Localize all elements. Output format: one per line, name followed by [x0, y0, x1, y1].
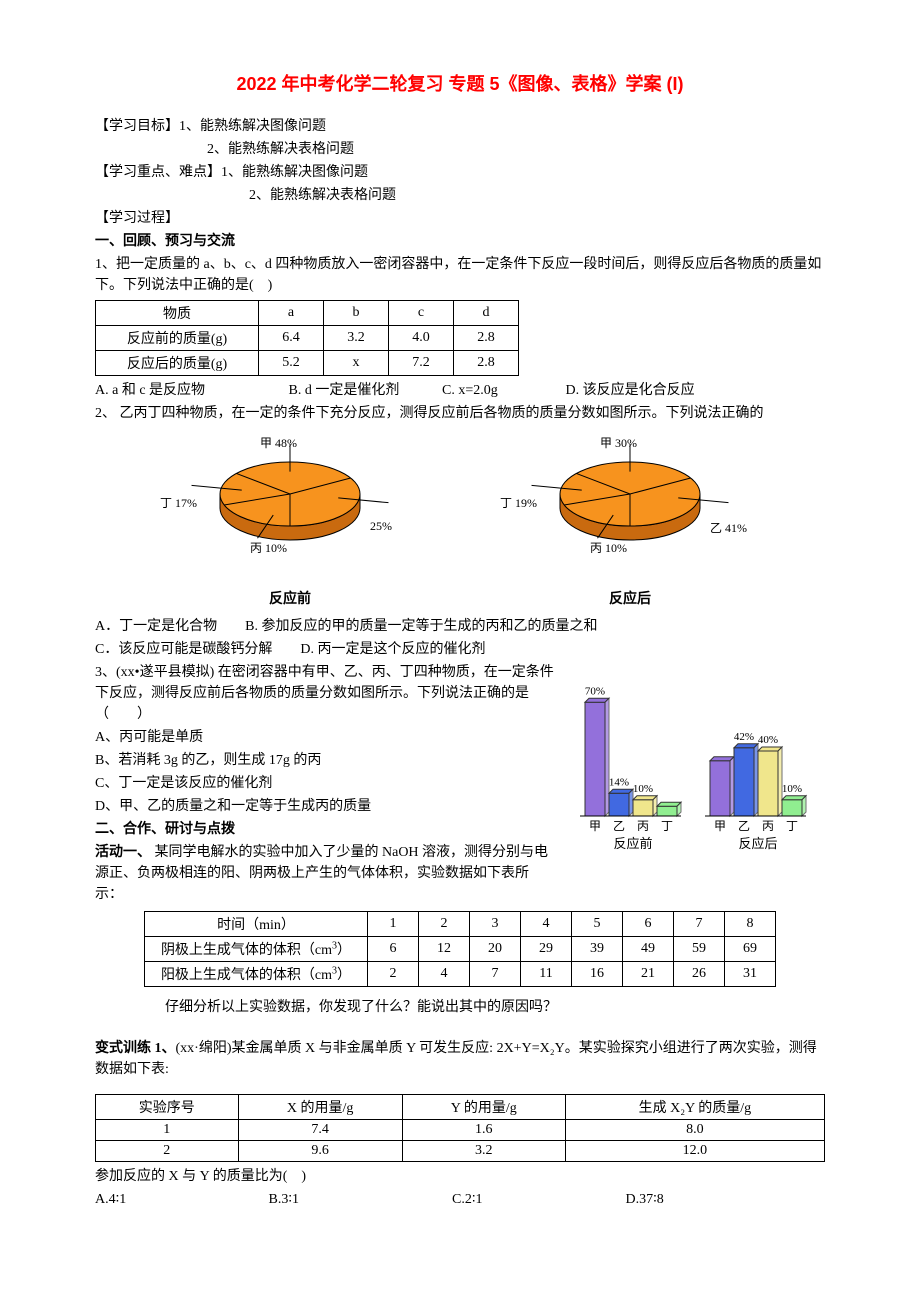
q1-opt-d: D. 该反应是化合反应	[566, 380, 695, 401]
v1-opt-d: D.37∶8	[626, 1189, 664, 1210]
svg-text:丙: 丙	[762, 819, 774, 833]
activity1-heading: 活动一、	[95, 845, 151, 860]
goals-line2: 2、能熟练解决表格问题	[95, 139, 825, 160]
pie-after-caption: 反应后	[500, 588, 760, 608]
q2-opt-c: C．该反应可能是碳酸钙分解 D. 丙一定是这个反应的催化剂	[95, 639, 825, 660]
svg-text:乙: 乙	[738, 819, 750, 833]
pie-label: 25%	[370, 519, 392, 534]
svg-text:10%: 10%	[782, 783, 802, 795]
svg-text:甲: 甲	[589, 819, 601, 833]
svg-text:10%: 10%	[633, 783, 653, 795]
goals-heading: 【学习目标】1、能熟练解决图像问题	[95, 116, 825, 137]
pie-charts-row: 甲 48% 25% 丙 10% 丁 17% 反应前 甲 30% 乙 41% 丙 10% 丁 …	[95, 434, 825, 608]
q1-options: A. a 和 c 是反应物 B. d 一定是催化剂 C. x=2.0g D. 该…	[95, 380, 825, 401]
pie-label: 甲 30%	[600, 434, 637, 451]
pie-label: 丁 17%	[160, 494, 197, 511]
activity1-text: 某同学电解水的实验中加入了少量的 NaOH 溶液，测得分别与电源正、负两极相连的…	[95, 845, 548, 902]
variant1-options: A.4∶1 B.3∶1 C.2∶1 D.37∶8	[95, 1189, 825, 1210]
q1-opt-c: C. x=2.0g	[442, 380, 562, 401]
variant1-table: 实验序号X 的用量/gY 的用量/g生成 X₂Y 的质量/g17.41.68.0…	[95, 1094, 825, 1162]
focus-heading: 【学习重点、难点】1、能熟练解决图像问题	[95, 162, 825, 183]
q1-opt-a: A. a 和 c 是反应物	[95, 380, 285, 401]
pie-after-container: 甲 30% 乙 41% 丙 10% 丁 19% 反应后	[500, 434, 760, 608]
pie-label: 丙 10%	[250, 539, 287, 556]
svg-text:丁: 丁	[786, 819, 798, 833]
q1-table: 物质abcd反应前的质量(g)6.43.24.02.8反应后的质量(g)5.2x…	[95, 300, 519, 376]
pie-label: 乙 41%	[710, 519, 747, 536]
svg-text:40%: 40%	[758, 734, 778, 746]
variant1-text: (xx·绵阳)某金属单质 X 与非金属单质 Y 可发生反应: 2X+Y=X₂Y。…	[95, 1041, 817, 1077]
document-page: 2022 年中考化学二轮复习 专题 5《图像、表格》学案 (I) 【学习目标】1…	[0, 0, 920, 1252]
q2-opt-a: A．丁一定是化合物 B. 参加反应的甲的质量一定等于生成的丙和乙的质量之和	[95, 616, 825, 637]
variant1: 变式训练 1、(xx·绵阳)某金属单质 X 与非金属单质 Y 可发生反应: 2X…	[95, 1038, 825, 1080]
v1-opt-a: A.4∶1	[95, 1189, 265, 1210]
svg-text:42%: 42%	[734, 731, 754, 743]
svg-text:14%: 14%	[609, 776, 629, 788]
q2-text: 2、 乙丙丁四种物质，在一定的条件下充分反应，测得反应前后各物质的质量分数如图所…	[95, 403, 825, 424]
section1-heading: 一、回顾、预习与交流	[95, 231, 825, 252]
svg-text:乙: 乙	[613, 819, 625, 833]
v1-opt-c: C.2∶1	[452, 1189, 622, 1210]
pie-label: 丙 10%	[590, 539, 627, 556]
activity1-table: 时间（min）12345678阴极上生成气体的体积（cm3）6122029394…	[144, 911, 776, 987]
variant1-heading: 变式训练 1、	[95, 1041, 176, 1056]
focus-line2: 2、能熟练解决表格问题	[95, 185, 825, 206]
process-heading: 【学习过程】	[95, 208, 825, 229]
v1-opt-b: B.3∶1	[269, 1189, 449, 1210]
svg-text:丁: 丁	[661, 819, 673, 833]
pie-label: 甲 48%	[260, 434, 297, 451]
variant1-question: 参加反应的 X 与 Y 的质量比为( )	[95, 1166, 825, 1187]
pie-before-caption: 反应前	[160, 588, 420, 608]
svg-text:反应前: 反应前	[613, 836, 652, 851]
q1-opt-b: B. d 一定是催化剂	[289, 380, 439, 401]
pie-label: 丁 19%	[500, 494, 537, 511]
svg-text:甲: 甲	[714, 819, 726, 833]
activity1-question: 仔细分析以上实验数据，你发现了什么？能说出其中的原因吗？	[95, 997, 825, 1018]
svg-text:70%: 70%	[585, 685, 605, 697]
pie-before-container: 甲 48% 25% 丙 10% 丁 17% 反应前	[160, 434, 420, 608]
svg-text:丙: 丙	[637, 819, 649, 833]
q1-text: 1、把一定质量的 a、b、c、d 四种物质放入一密闭容器中，在一定条件下反应一段…	[95, 254, 825, 296]
svg-text:反应后: 反应后	[738, 836, 777, 851]
q3-barchart: 70%14%10%甲乙丙丁反应前42%40%10%甲乙丙丁反应后	[565, 666, 825, 866]
page-title: 2022 年中考化学二轮复习 专题 5《图像、表格》学案 (I)	[95, 70, 825, 96]
